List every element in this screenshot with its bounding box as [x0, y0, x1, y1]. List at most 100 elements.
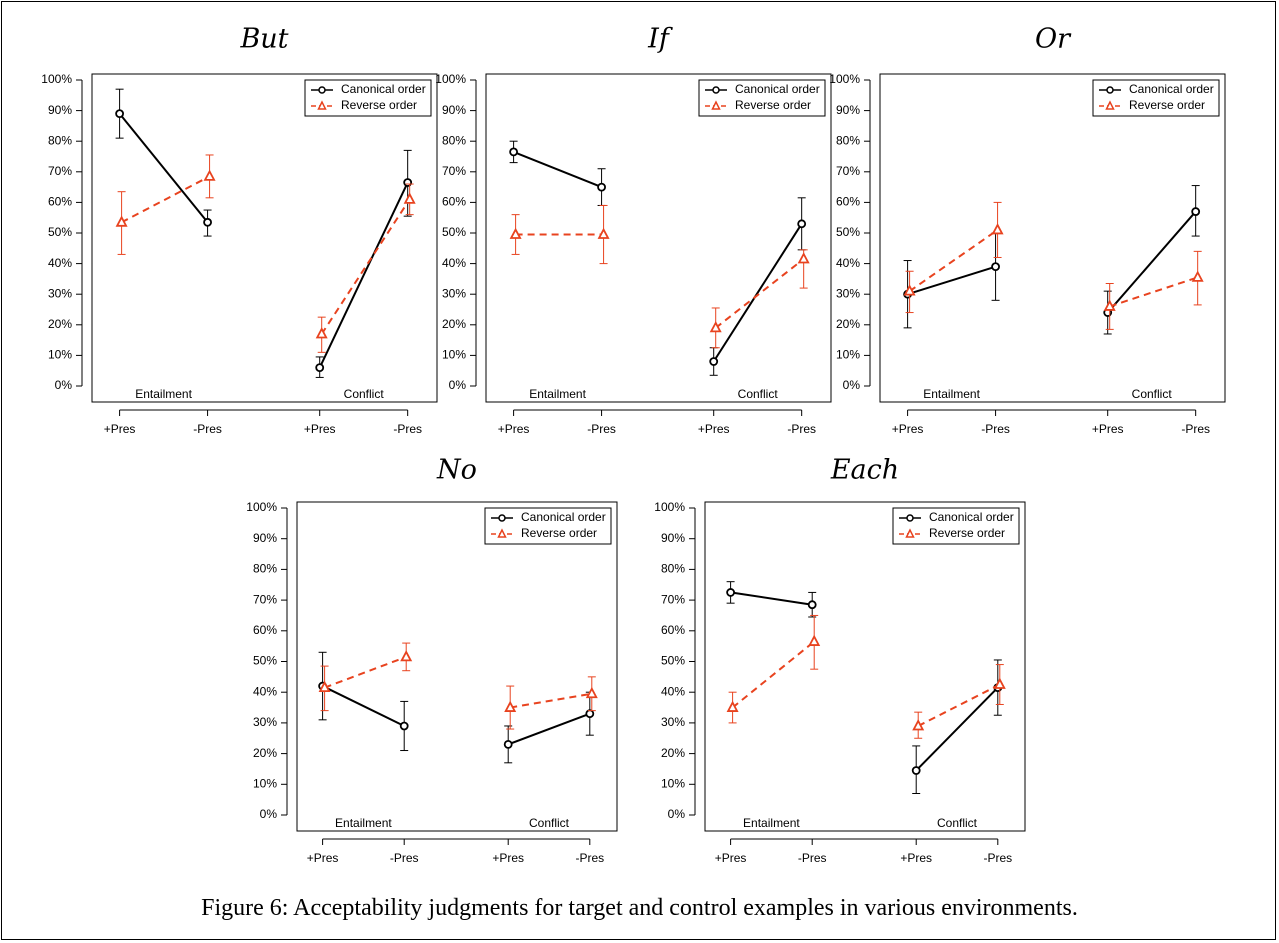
data-point: [203, 217, 212, 227]
y-tick-label: 90%: [253, 531, 277, 545]
series-line: [730, 591, 813, 606]
data-point: [807, 600, 817, 610]
y-tick-label: 90%: [836, 103, 860, 117]
y-tick-label: 30%: [836, 286, 860, 300]
y-tick-label: 20%: [48, 317, 72, 331]
legend-marker: [711, 100, 721, 110]
data-point: [585, 709, 595, 719]
legend-label: Reverse order: [1129, 98, 1205, 112]
series-line: [909, 229, 999, 292]
y-tick-label: 70%: [661, 592, 685, 606]
series-line: [907, 265, 996, 296]
group-label: Conflict: [937, 816, 978, 830]
series-line: [731, 640, 815, 709]
series-line: [1109, 276, 1198, 308]
y-tick-label: 70%: [836, 164, 860, 178]
y-tick-label: 80%: [661, 562, 685, 576]
x-tick-label: -Pres: [798, 851, 827, 865]
data-point: [726, 700, 739, 712]
group-label: Conflict: [344, 387, 385, 401]
group-label: Entailment: [529, 387, 586, 401]
plot-area: [91, 73, 438, 403]
y-tick-label: 10%: [661, 776, 685, 790]
legend-marker: [906, 514, 914, 522]
y-tick-label: 30%: [48, 286, 72, 300]
legend-marker: [498, 514, 506, 522]
x-tick-label: +Pres: [698, 422, 730, 436]
y-tick-label: 30%: [442, 286, 466, 300]
y-tick-label: 70%: [253, 592, 277, 606]
x-tick-label: -Pres: [575, 851, 604, 865]
x-tick-label: +Pres: [900, 851, 932, 865]
y-tick-label: 40%: [48, 256, 72, 270]
series-reverse: [115, 154, 416, 353]
legend: Canonical order Reverse order: [304, 79, 432, 117]
x-tick-label: -Pres: [193, 422, 222, 436]
legend: Canonical order Reverse order: [698, 79, 826, 117]
legend-label: Reverse order: [735, 98, 811, 112]
data-point: [1191, 207, 1201, 216]
data-point: [399, 721, 409, 731]
data-point: [509, 147, 518, 157]
data-point: [991, 262, 1000, 272]
data-point: [912, 719, 925, 731]
series-canonical: [115, 88, 413, 378]
legend-label: Canonical order: [1129, 82, 1214, 96]
x-tick-label: -Pres: [1181, 422, 1210, 436]
chart-panel-or: Or 0% 10% 20% 30% 40% 50% 60% 70% 80% 90% 100% +Pres…: [829, 24, 1226, 436]
plot-area: [879, 73, 1226, 403]
data-point: [797, 219, 807, 229]
data-point: [709, 320, 722, 333]
series-line: [320, 198, 411, 335]
series-line: [917, 683, 1001, 727]
data-point: [315, 363, 325, 373]
data-point: [726, 588, 735, 597]
y-tick-label: 100%: [246, 500, 277, 514]
y-tick-label: 50%: [442, 225, 466, 239]
y-tick-label: 80%: [836, 133, 860, 147]
legend-label: Reverse order: [521, 526, 597, 540]
plot-area: [296, 501, 618, 832]
y-tick-label: 80%: [253, 562, 277, 576]
y-tick-label: 70%: [442, 164, 466, 178]
y-tick-label: 100%: [654, 500, 685, 514]
series-line: [513, 150, 602, 189]
y-tick-label: 100%: [829, 72, 860, 86]
chart-title: Or: [1035, 24, 1072, 55]
series-canonical: [509, 140, 807, 376]
data-point: [503, 739, 513, 749]
series-canonical: [318, 651, 595, 764]
y-tick-label: 40%: [661, 684, 685, 698]
x-tick-label: +Pres: [715, 851, 747, 865]
chart-panel-if: If 0% 10% 20% 30% 40% 50% 60% 70% 80% 90% 100% +Pres…: [435, 24, 832, 436]
data-point: [597, 227, 610, 239]
legend-marker: [712, 86, 720, 94]
y-tick-label: 20%: [253, 746, 277, 760]
chart-panel-but: But 0% 10% 20% 30% 40% 50% 60% 70% 80% 90% 100% +Pre…: [41, 24, 438, 436]
series-canonical: [903, 185, 1201, 335]
data-point: [709, 357, 719, 366]
data-point: [991, 223, 1004, 235]
data-point: [315, 327, 328, 339]
legend-marker: [497, 528, 507, 538]
chart-title: If: [647, 24, 673, 55]
legend-label: Reverse order: [341, 98, 417, 112]
y-tick-label: 0%: [260, 807, 278, 821]
y-tick-label: 60%: [253, 623, 277, 637]
series-line: [715, 258, 805, 329]
x-tick-label: +Pres: [104, 422, 136, 436]
series-line: [121, 175, 211, 224]
y-tick-label: 40%: [836, 256, 860, 270]
legend-marker: [1106, 86, 1114, 94]
legend: Canonical order Reverse order: [892, 507, 1020, 545]
data-point: [403, 192, 416, 204]
series-line: [318, 182, 409, 369]
legend-marker: [905, 528, 915, 538]
y-tick-label: 40%: [442, 256, 466, 270]
series-line: [1106, 210, 1197, 314]
legend: Canonical order Reverse order: [1092, 79, 1220, 117]
legend-box: [698, 79, 826, 117]
group-label: Conflict: [1132, 387, 1173, 401]
y-tick-label: 80%: [442, 133, 466, 147]
x-tick-label: -Pres: [983, 851, 1012, 865]
